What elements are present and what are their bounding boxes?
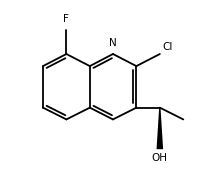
Text: OH: OH [152, 153, 168, 163]
Text: F: F [64, 14, 69, 24]
Text: Cl: Cl [162, 42, 173, 52]
Polygon shape [157, 108, 163, 149]
Text: N: N [109, 38, 117, 48]
